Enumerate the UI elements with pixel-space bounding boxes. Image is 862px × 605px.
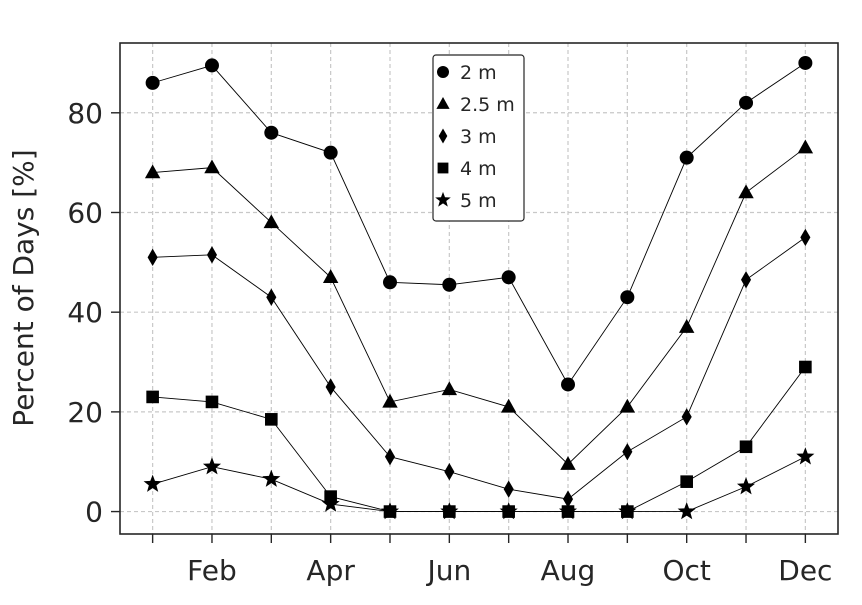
series-group [143,55,815,520]
legend-marker-triangle [436,97,450,109]
data-point-triangle [500,398,517,413]
data-point-star [380,502,400,520]
x-tick-label: Apr [306,554,355,587]
data-point-square [680,475,693,488]
data-point-circle [679,150,694,165]
data-point-diamond [444,463,455,481]
data-point-diamond [147,248,158,267]
data-point-star [202,457,222,475]
legend-box [432,54,525,222]
data-point-triangle [560,456,576,470]
data-point-circle [798,55,813,70]
series-line [152,237,806,500]
data-point-star [143,474,162,492]
series-line [152,456,806,513]
data-point-circle [501,270,516,285]
data-point-circle [264,125,279,140]
data-point-triangle [382,393,398,408]
data-point-square [799,360,812,374]
data-point-star [736,477,756,495]
data-point-triangle [797,139,814,154]
data-point-triangle [322,269,339,283]
series-line [152,147,806,465]
data-point-circle [739,95,754,110]
data-point-triangle [144,164,161,179]
legend-marker-circle [437,66,449,78]
data-point-diamond [562,490,574,508]
series-diamond [147,228,811,508]
y-tick-label: 20 [67,396,103,429]
data-point-circle [323,145,338,160]
data-point-square [146,390,159,404]
data-point-diamond [206,246,218,264]
data-point-triangle [263,214,280,229]
data-point-diamond [740,271,752,289]
data-point-star [440,502,459,520]
data-point-star [499,502,518,520]
data-point-square [265,413,278,426]
y-tick-label: 40 [67,296,103,329]
data-point-star [321,494,340,512]
data-point-square [205,395,219,409]
x-tick-label: Dec [778,554,832,587]
x-tick-label: Feb [187,554,237,587]
data-point-circle [620,290,635,305]
data-point-diamond [800,228,811,247]
data-point-square [739,440,753,454]
data-point-diamond [681,408,692,426]
y-tick-label: 80 [67,97,103,130]
series-star [143,447,815,520]
legend-marker-star [435,191,451,207]
data-point-diamond [622,443,633,461]
data-point-star [796,447,815,465]
data-point-circle [382,275,397,290]
legend-label: 3 m [460,126,497,148]
y-axis-label: Percent of Days [%] [7,149,40,426]
series-triangle [144,139,814,470]
legend-label: 5 m [460,190,497,212]
x-tick-label: Aug [541,554,596,587]
data-point-diamond [503,480,514,498]
legend-marker-diamond [438,128,448,144]
data-point-star [262,469,281,487]
legend-label: 2.5 m [460,94,515,116]
series-line [152,62,806,386]
data-point-triangle [678,319,695,333]
data-point-diamond [325,378,336,396]
series-line [152,366,806,513]
series-circle [145,55,813,392]
y-tick-label: 0 [85,496,103,529]
data-point-circle [204,58,219,73]
data-point-circle [561,377,576,392]
data-point-triangle [441,381,458,396]
data-point-triangle [204,159,220,174]
legend: 2 m 2.5 m 3 m 4 m 5 m [432,54,525,222]
data-point-diamond [384,448,396,466]
y-tick-label: 60 [67,196,103,229]
legend-label: 2 m [460,62,497,84]
data-point-diamond [266,288,277,306]
plot-frame [119,42,839,535]
data-point-star [677,502,696,520]
data-point-star [618,502,637,520]
legend-label: 4 m [460,158,497,180]
data-point-triangle [738,184,754,199]
data-point-star [558,502,578,520]
series-square [146,360,812,518]
x-tick-label: Oct [662,554,710,587]
x-tick-label: Jun [425,554,471,587]
axes: Feb Apr Jun Aug Oct Dec 0 20 40 60 80 [67,97,832,587]
data-point-circle [145,75,160,90]
legend-marker-square [437,162,449,174]
data-point-triangle [619,398,636,413]
data-point-circle [442,277,457,292]
